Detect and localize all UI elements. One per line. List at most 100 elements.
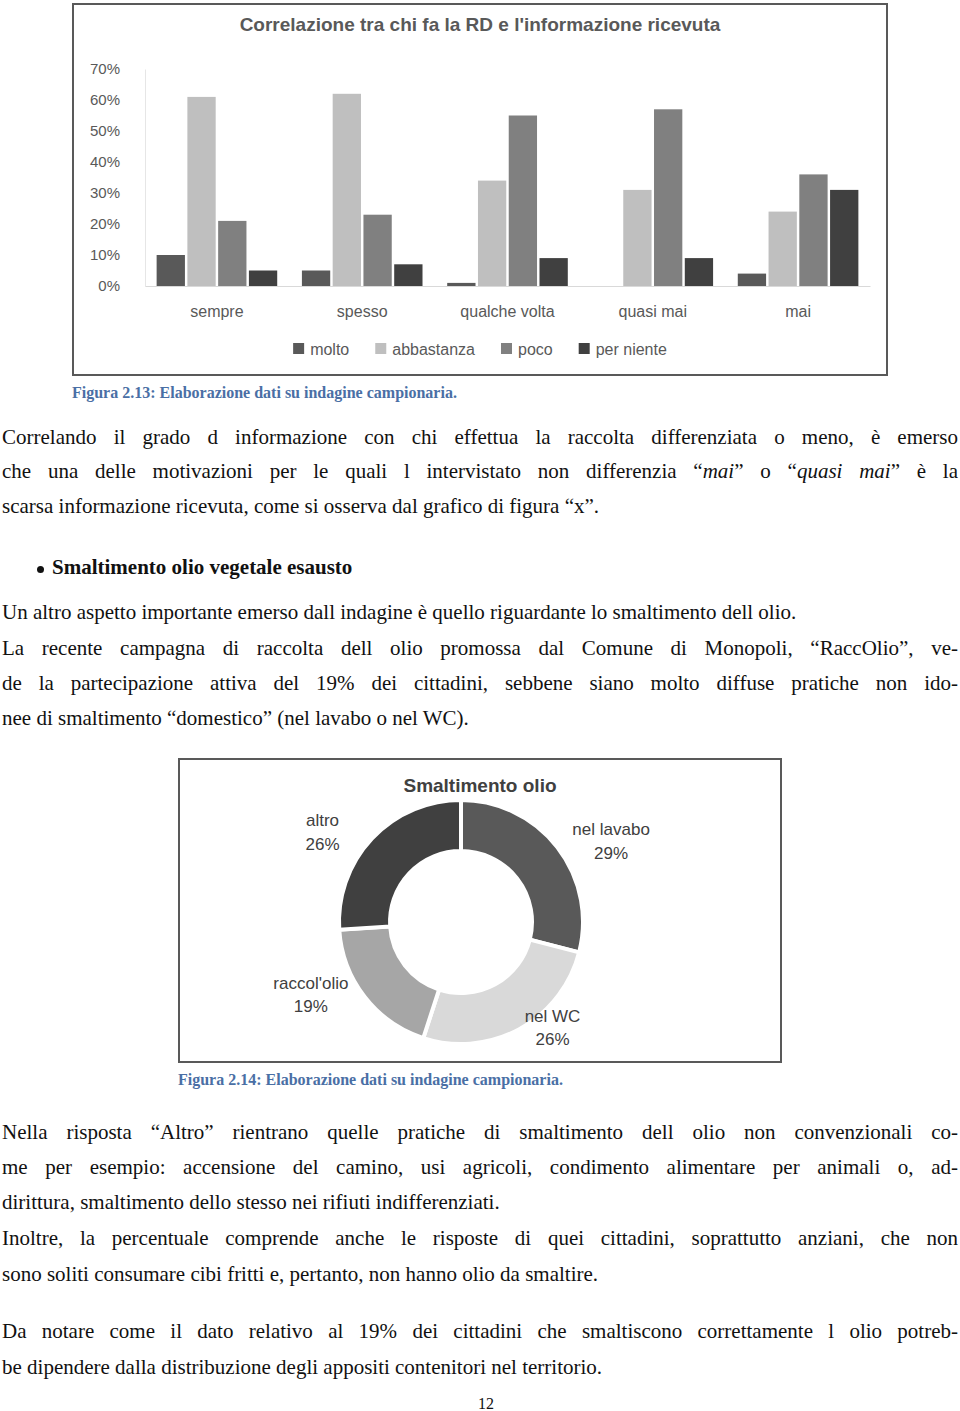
bar <box>623 190 651 286</box>
y-tick: 10% <box>90 246 145 263</box>
slice-label: nel WC 26% <box>525 1007 581 1050</box>
slices <box>339 800 583 1044</box>
bar <box>333 94 361 286</box>
x-tick-label: spesso <box>337 303 388 320</box>
text-line: Nella risposta “Altro” rientrano quelle … <box>2 1117 958 1147</box>
bar <box>738 274 766 286</box>
legend-item: poco <box>501 341 553 358</box>
bar <box>249 271 277 287</box>
x-tick: mai <box>785 286 811 320</box>
x-tick: spesso <box>337 286 388 320</box>
text-line: Correlando il grado d informazione con c… <box>2 422 958 452</box>
page-number: 12 <box>478 1395 494 1411</box>
slice-labels: nel lavabo 29% nel WC 26% raccol'olio 19% altr… <box>273 811 650 1049</box>
slice-category: nel WC <box>525 1007 581 1026</box>
slice-value: 26% <box>536 1030 570 1049</box>
y-axis-line <box>145 70 146 287</box>
text-line: me per esempio: accensione del camino, u… <box>2 1152 958 1182</box>
bar <box>157 255 185 286</box>
y-tick: 40% <box>90 153 145 170</box>
text-line: nee di smaltimento “domestico” (nel lava… <box>2 703 958 733</box>
text-line: dirittura, smaltimento dello stesso nei … <box>2 1187 958 1217</box>
bar-chart: Correlazione tra chi fa la RD e l'inform… <box>72 3 888 376</box>
x-tick-label: qualche volta <box>460 303 554 320</box>
text-line: Un altro aspetto importante emerso dall … <box>2 597 958 627</box>
bar <box>769 212 797 286</box>
x-tick: quasi mai <box>619 286 687 320</box>
slice-category: nel lavabo <box>572 820 650 839</box>
x-tick-label: quasi mai <box>619 303 687 320</box>
emphasis: quasi mai <box>797 459 891 483</box>
caption: Figura 2.14: Elaborazione dati su indagi… <box>178 1071 563 1089</box>
bar <box>539 258 567 286</box>
legend-swatch <box>579 343 590 354</box>
chart-frame <box>179 759 781 1062</box>
y-tick: 0% <box>98 277 145 294</box>
y-tick: 70% <box>90 60 145 77</box>
legend-swatch <box>501 343 512 354</box>
x-axis: sempre spesso qualche volta quasi mai mai <box>146 286 871 320</box>
legend-label: poco <box>518 341 553 358</box>
x-tick: sempre <box>190 286 243 320</box>
bar <box>447 283 475 286</box>
bar <box>363 215 391 286</box>
x-tick: qualche volta <box>460 286 554 320</box>
slice-label: nel lavabo 29% <box>572 820 650 863</box>
chart-title: Correlazione tra chi fa la RD e l'inform… <box>240 14 721 35</box>
slice <box>339 926 439 1038</box>
text-run: che una delle motivazioni per le quali l… <box>2 459 703 483</box>
slice-category: raccol'olio <box>273 974 348 993</box>
bar <box>218 221 246 286</box>
slice <box>423 940 579 1044</box>
slice-label: raccol'olio 19% <box>273 974 348 1017</box>
chart-frame <box>73 4 887 375</box>
bar <box>654 109 682 286</box>
y-tick-label: 30% <box>90 184 120 201</box>
x-tick-label: mai <box>785 303 811 320</box>
bar <box>478 181 506 286</box>
legend: molto abbastanza poco per niente <box>293 341 667 358</box>
slice-category: altro <box>306 811 339 830</box>
legend-swatch <box>375 343 386 354</box>
caption: Figura 2.13: Elaborazione dati su indagi… <box>72 384 457 402</box>
y-tick: 30% <box>90 184 145 201</box>
y-tick-label: 10% <box>90 246 120 263</box>
text-line: Da notare come il dato relativo al 19% d… <box>2 1316 958 1346</box>
y-tick-label: 70% <box>90 60 120 77</box>
text-line: Inoltre, la percentuale comprende anche … <box>2 1223 958 1253</box>
bar <box>509 116 537 287</box>
text-line: sono soliti consumare cibi fritti e, per… <box>2 1259 958 1289</box>
bar <box>685 258 713 286</box>
x-axis-line <box>146 286 871 287</box>
legend-item: molto <box>293 341 349 358</box>
y-tick-label: 40% <box>90 153 120 170</box>
text-run: ” o “ <box>734 459 797 483</box>
bullet <box>37 566 44 573</box>
y-tick: 20% <box>90 215 145 232</box>
legend-label: abbastanza <box>392 341 475 358</box>
y-tick-label: 60% <box>90 91 120 108</box>
x-tick-label: sempre <box>190 303 243 320</box>
bar <box>592 286 620 287</box>
text-line: La recente campagna di raccolta dell oli… <box>2 633 958 663</box>
legend-label: molto <box>310 341 349 358</box>
slice-value: 26% <box>305 835 339 854</box>
slice-label: altro 26% <box>305 811 339 854</box>
slice-value: 19% <box>294 997 328 1016</box>
legend-label: per niente <box>596 341 667 358</box>
slice <box>339 800 461 930</box>
text-line: be dipendere dalla distribuzione degli a… <box>2 1352 958 1382</box>
text-run: ” è la <box>891 459 958 483</box>
chart-title: Smaltimento olio <box>403 775 556 796</box>
bar <box>830 190 858 286</box>
bar <box>394 264 422 286</box>
text-line: scarsa informazione ricevuta, come si os… <box>2 491 958 521</box>
legend-item: abbastanza <box>375 341 475 358</box>
y-tick: 50% <box>90 122 145 139</box>
y-tick: 60% <box>90 91 145 108</box>
y-tick-label: 20% <box>90 215 120 232</box>
slice-value: 29% <box>594 844 628 863</box>
legend-swatch <box>293 343 304 354</box>
y-axis: 0% 10% 20% 30% 40% 50% 60% 70% <box>90 60 146 294</box>
heading: Smaltimento olio vegetale esausto <box>52 555 352 580</box>
